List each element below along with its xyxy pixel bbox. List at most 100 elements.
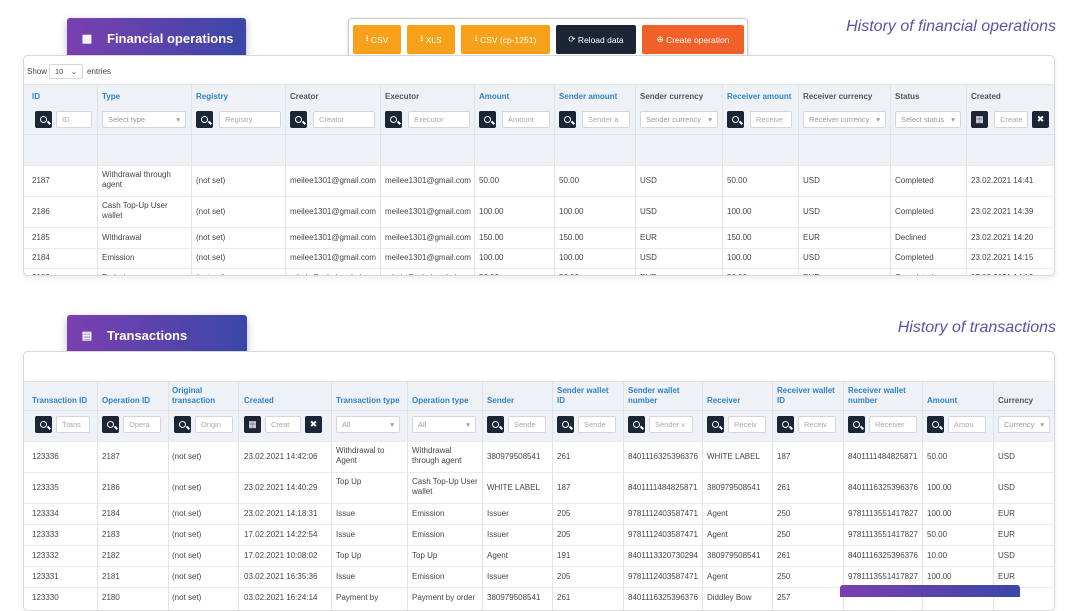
table-cell: 23.02.2021 14:41 bbox=[971, 175, 1034, 185]
col-sender-currency: Sender currency bbox=[640, 92, 704, 101]
filter-id-input[interactable]: ID bbox=[56, 111, 92, 128]
col-executor: Executor bbox=[385, 92, 420, 101]
filter-status-select[interactable]: Select status ▾ bbox=[895, 111, 961, 128]
export-xls-button[interactable]: ⭳ XLS bbox=[407, 25, 455, 54]
filter-transaction-type-select[interactable]: All ▾ bbox=[336, 416, 400, 433]
search-amount-button[interactable] bbox=[927, 416, 944, 433]
clear-created-button[interactable]: ✖ bbox=[1032, 111, 1049, 128]
search-icon bbox=[712, 421, 719, 428]
search-receiver-button[interactable] bbox=[707, 416, 724, 433]
col-sender-wallet-number[interactable]: Sender wallet number bbox=[628, 386, 680, 405]
search-sender-button[interactable] bbox=[487, 416, 504, 433]
search-amount-button[interactable] bbox=[479, 111, 496, 128]
search-sender-wallet-number-button[interactable] bbox=[628, 416, 645, 433]
table-cell: (not set) bbox=[172, 592, 202, 602]
filter-receiver-currency-select[interactable]: Receiver currency ▾ bbox=[803, 111, 886, 128]
filter-operation-id-input[interactable]: Opera bbox=[123, 416, 161, 433]
col-registry[interactable]: Registry bbox=[196, 92, 229, 101]
col-operation-id[interactable]: Operation ID bbox=[102, 396, 151, 405]
chevron-down-icon: ▾ bbox=[176, 115, 180, 124]
col-receiver-wallet-number[interactable]: Receiver wallet number bbox=[848, 386, 906, 405]
col-sender-wallet-id[interactable]: Sender wallet ID bbox=[557, 386, 609, 405]
col-receiver-wallet-id[interactable]: Receiver wallet ID bbox=[777, 386, 835, 405]
search-creator-button[interactable] bbox=[290, 111, 307, 128]
filter-transaction-id-input[interactable]: Trans bbox=[56, 416, 90, 433]
table-cell: EUR bbox=[998, 508, 1015, 518]
search-receiver-wallet-id-button[interactable] bbox=[777, 416, 794, 433]
col-receiver-amount[interactable]: Receiver amount bbox=[727, 92, 792, 101]
export-csv-cp1251-button[interactable]: ⭳ CSV (cp-1251) bbox=[461, 25, 550, 54]
search-sender-wallet-id-button[interactable] bbox=[557, 416, 574, 433]
table-cell: Emission bbox=[102, 273, 186, 275]
col-amount[interactable]: Amount bbox=[479, 92, 510, 101]
search-operation-id-button[interactable] bbox=[102, 416, 119, 433]
search-original-button[interactable] bbox=[174, 416, 191, 433]
search-icon bbox=[390, 116, 397, 123]
col-transaction-id[interactable]: Transaction ID bbox=[32, 396, 88, 405]
col-type[interactable]: Type bbox=[102, 92, 121, 101]
filter-receiver-wallet-number-input[interactable]: Receiver bbox=[869, 416, 917, 433]
table-cell: (not set) bbox=[172, 571, 202, 581]
col-sender[interactable]: Sender bbox=[487, 396, 515, 405]
col-currency: Currency bbox=[998, 396, 1034, 405]
clear-created-button[interactable]: ✖ bbox=[305, 416, 322, 433]
table-cell: 2186 bbox=[32, 206, 50, 216]
calendar-button[interactable]: ▦ bbox=[244, 416, 261, 433]
table-cell: 100.00 bbox=[927, 482, 952, 492]
table-cell: USD bbox=[998, 482, 1015, 492]
filter-created-input[interactable]: Creat bbox=[265, 416, 301, 433]
create-operation-button[interactable]: ⊕ Create operation bbox=[642, 25, 744, 54]
table-cell: 17.02.2021 14:12 bbox=[971, 273, 1033, 275]
filter-currency-select[interactable]: Currency ▾ bbox=[998, 416, 1050, 433]
search-receiver-wallet-number-button[interactable] bbox=[848, 416, 865, 433]
search-receiver-amount-button[interactable] bbox=[727, 111, 744, 128]
filter-creator-input[interactable]: Creator bbox=[313, 111, 375, 128]
filter-receiver-input[interactable]: Receiv bbox=[728, 416, 766, 433]
filter-sender-amount-input[interactable]: Sender a bbox=[582, 111, 630, 128]
filter-amount-input[interactable]: Amou bbox=[948, 416, 986, 433]
filter-sender-wallet-id-input[interactable]: Sende bbox=[578, 416, 616, 433]
table-cell: Agent bbox=[707, 571, 728, 581]
calendar-button[interactable]: ▦ bbox=[971, 111, 988, 128]
col-receiver[interactable]: Receiver bbox=[707, 396, 741, 405]
table-cell: 23.02.2021 14:39 bbox=[971, 206, 1034, 216]
col-transaction-type[interactable]: Transaction type bbox=[336, 396, 400, 405]
col-id[interactable]: ID bbox=[32, 92, 40, 101]
table-cell: meilee1301@gmail.com bbox=[290, 206, 376, 216]
filter-executor-input[interactable]: Executor bbox=[408, 111, 470, 128]
search-executor-button[interactable] bbox=[385, 111, 402, 128]
search-registry-button[interactable] bbox=[196, 111, 213, 128]
search-sender-amount-button[interactable] bbox=[559, 111, 576, 128]
reload-data-button[interactable]: ⟳ Reload data bbox=[556, 25, 636, 54]
filter-amount-input[interactable]: Amount bbox=[502, 111, 550, 128]
filter-created-input[interactable]: Create bbox=[994, 111, 1028, 128]
table-cell: Issue bbox=[336, 571, 356, 581]
entries-select[interactable]: 10 ⌄ bbox=[49, 64, 83, 79]
col-created[interactable]: Created bbox=[244, 396, 274, 405]
chevron-down-icon: ▾ bbox=[390, 420, 394, 429]
wallet-icon: ▩ bbox=[81, 32, 93, 45]
search-id-button[interactable] bbox=[35, 111, 52, 128]
table-cell: EUR bbox=[803, 232, 820, 242]
entries-label: entries bbox=[87, 67, 112, 76]
search-transaction-id-button[interactable] bbox=[35, 416, 52, 433]
col-amount[interactable]: Amount bbox=[927, 396, 958, 405]
filter-receiver-wallet-id-input[interactable]: Receiv bbox=[798, 416, 836, 433]
col-original-transaction[interactable]: Original transaction bbox=[172, 386, 216, 405]
filter-registry-input[interactable]: Registry bbox=[219, 111, 281, 128]
filter-operation-type-select[interactable]: All ▾ bbox=[412, 416, 476, 433]
filter-type-select[interactable]: Select type ▾ bbox=[102, 111, 186, 128]
floating-action-bar[interactable] bbox=[840, 585, 1020, 597]
filter-receiver-amount-input[interactable]: Receive bbox=[750, 111, 792, 128]
col-sender-amount[interactable]: Sender amount bbox=[559, 92, 618, 101]
col-creator: Creator bbox=[290, 92, 319, 101]
export-csv-button[interactable]: ⭳ CSV bbox=[353, 25, 401, 54]
filter-original-input[interactable]: Origin bbox=[195, 416, 233, 433]
table-cell: 8401113320730294 bbox=[628, 550, 698, 560]
col-operation-type[interactable]: Operation type bbox=[412, 396, 469, 405]
table-cell: 205 bbox=[557, 571, 571, 581]
filter-sender-input[interactable]: Sende bbox=[508, 416, 546, 433]
filter-sender-wallet-number-input[interactable]: Sender v bbox=[649, 416, 693, 433]
filter-sender-currency-select[interactable]: Sender currency ▾ bbox=[640, 111, 718, 128]
table-cell: admin@admin.admin bbox=[290, 273, 366, 275]
